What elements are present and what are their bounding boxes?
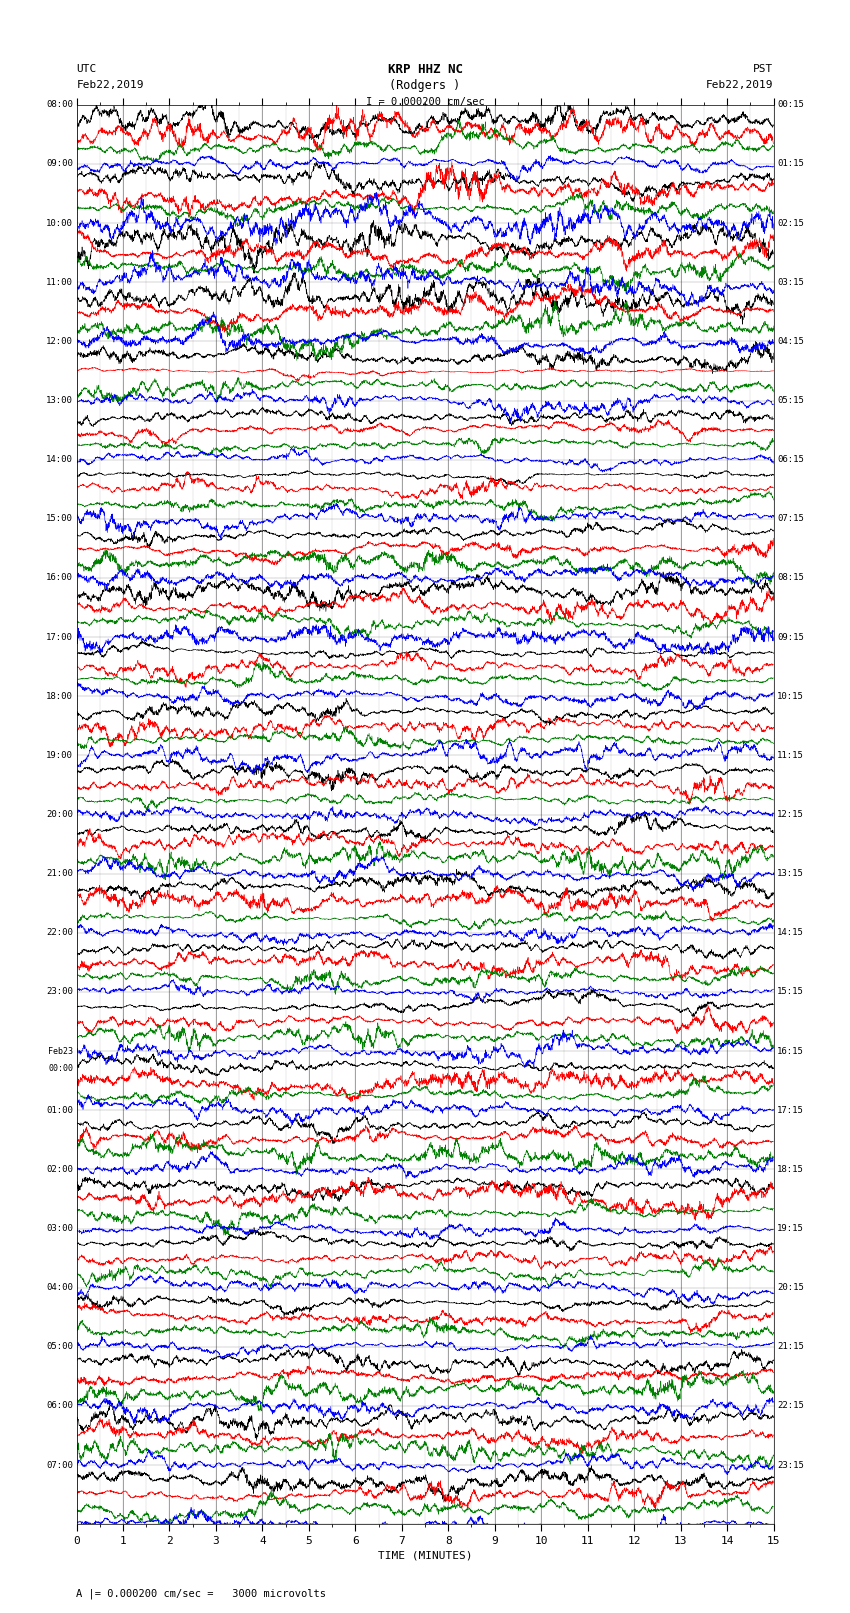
- Text: 10:15: 10:15: [777, 692, 804, 700]
- Text: (Rodgers ): (Rodgers ): [389, 79, 461, 92]
- Text: 16:00: 16:00: [46, 574, 73, 582]
- Text: 13:15: 13:15: [777, 869, 804, 877]
- Text: 10:00: 10:00: [46, 219, 73, 227]
- Text: 14:15: 14:15: [777, 929, 804, 937]
- Text: 11:00: 11:00: [46, 277, 73, 287]
- Text: 02:00: 02:00: [46, 1165, 73, 1174]
- Text: 03:15: 03:15: [777, 277, 804, 287]
- Text: 06:00: 06:00: [46, 1402, 73, 1410]
- Text: 01:00: 01:00: [46, 1107, 73, 1115]
- Text: 20:00: 20:00: [46, 810, 73, 819]
- Text: 12:00: 12:00: [46, 337, 73, 345]
- Text: 15:15: 15:15: [777, 987, 804, 997]
- Text: KRP HHZ NC: KRP HHZ NC: [388, 63, 462, 76]
- Text: 09:15: 09:15: [777, 632, 804, 642]
- Text: 19:15: 19:15: [777, 1224, 804, 1232]
- Text: 18:15: 18:15: [777, 1165, 804, 1174]
- Text: 17:00: 17:00: [46, 632, 73, 642]
- Text: 00:15: 00:15: [777, 100, 804, 110]
- Text: Feb22,2019: Feb22,2019: [706, 81, 774, 90]
- Text: 19:00: 19:00: [46, 752, 73, 760]
- Text: 22:15: 22:15: [777, 1402, 804, 1410]
- Text: 23:15: 23:15: [777, 1461, 804, 1469]
- Text: 15:00: 15:00: [46, 515, 73, 523]
- Text: 21:15: 21:15: [777, 1342, 804, 1352]
- Text: 17:15: 17:15: [777, 1107, 804, 1115]
- Text: 07:00: 07:00: [46, 1461, 73, 1469]
- Text: PST: PST: [753, 65, 774, 74]
- Text: 08:15: 08:15: [777, 574, 804, 582]
- Text: 22:00: 22:00: [46, 929, 73, 937]
- Text: 20:15: 20:15: [777, 1284, 804, 1292]
- Text: 09:00: 09:00: [46, 160, 73, 168]
- Text: Feb23: Feb23: [48, 1047, 73, 1055]
- Text: 02:15: 02:15: [777, 219, 804, 227]
- Text: UTC: UTC: [76, 65, 97, 74]
- Text: 04:00: 04:00: [46, 1284, 73, 1292]
- Text: 18:00: 18:00: [46, 692, 73, 700]
- Text: 04:15: 04:15: [777, 337, 804, 345]
- Text: 13:00: 13:00: [46, 397, 73, 405]
- Text: I = 0.000200 cm/sec: I = 0.000200 cm/sec: [366, 97, 484, 106]
- Text: 16:15: 16:15: [777, 1047, 804, 1055]
- Text: 01:15: 01:15: [777, 160, 804, 168]
- Text: 21:00: 21:00: [46, 869, 73, 877]
- Text: 08:00: 08:00: [46, 100, 73, 110]
- Text: A |= 0.000200 cm/sec =   3000 microvolts: A |= 0.000200 cm/sec = 3000 microvolts: [76, 1589, 326, 1598]
- Text: Feb22,2019: Feb22,2019: [76, 81, 144, 90]
- Text: 12:15: 12:15: [777, 810, 804, 819]
- Text: 23:00: 23:00: [46, 987, 73, 997]
- Text: 11:15: 11:15: [777, 752, 804, 760]
- X-axis label: TIME (MINUTES): TIME (MINUTES): [377, 1550, 473, 1560]
- Text: 14:00: 14:00: [46, 455, 73, 465]
- Text: 06:15: 06:15: [777, 455, 804, 465]
- Text: 05:15: 05:15: [777, 397, 804, 405]
- Text: 05:00: 05:00: [46, 1342, 73, 1352]
- Text: 00:00: 00:00: [48, 1065, 73, 1073]
- Text: 07:15: 07:15: [777, 515, 804, 523]
- Text: 03:00: 03:00: [46, 1224, 73, 1232]
